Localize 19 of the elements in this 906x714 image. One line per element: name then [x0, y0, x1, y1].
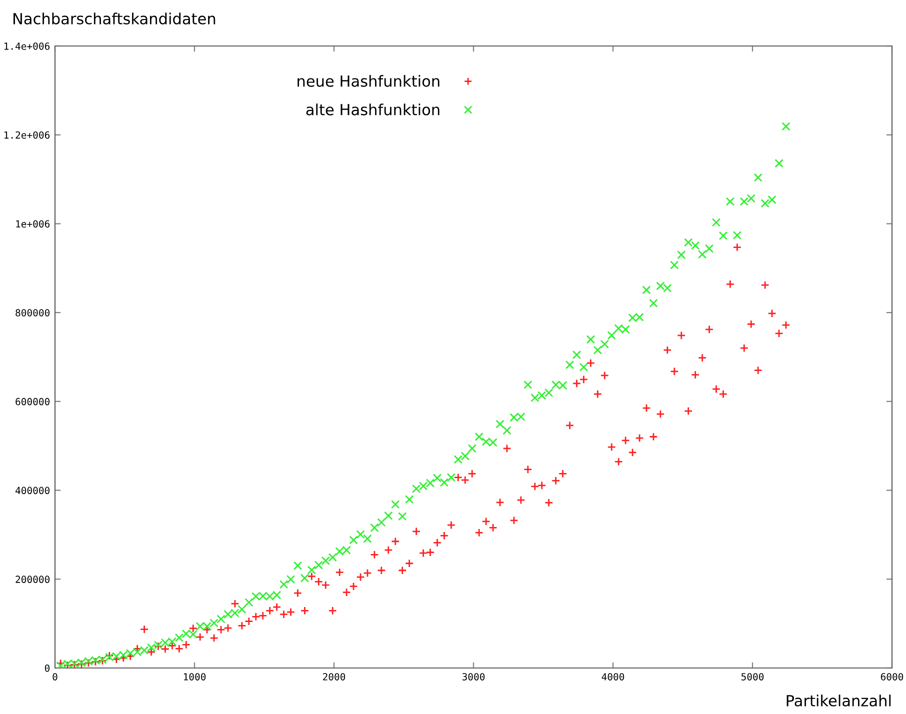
- x-axis-title: Partikelanzahl: [786, 694, 891, 706]
- x-tick-label: 0: [52, 673, 58, 680]
- x-tick-label: 5000: [741, 673, 764, 680]
- y-tick-label: 800000: [16, 309, 50, 316]
- y-tick-label: 600000: [16, 398, 50, 406]
- legend-label: alte Hashfunktion: [306, 104, 440, 116]
- x-tick-label: 1000: [184, 673, 206, 680]
- y-axis-title: Nachbarschaftskandidaten: [14, 12, 216, 24]
- x-tick-label: 6000: [880, 673, 904, 680]
- y-tick-label: 0: [44, 664, 50, 672]
- x-tick-label: 4000: [602, 673, 624, 680]
- y-tick-label: 1.2e+006: [4, 131, 50, 139]
- legend-label: neue Hashfunktion: [298, 75, 440, 87]
- y-tick-label: 200000: [16, 576, 50, 583]
- x-tick-label: 2000: [323, 673, 346, 680]
- x-tick-label: 3000: [462, 673, 485, 680]
- y-tick-label: 1.4e+006: [4, 42, 50, 50]
- y-tick-label: 400000: [16, 486, 50, 494]
- y-tick-label: 1e+006: [16, 220, 50, 228]
